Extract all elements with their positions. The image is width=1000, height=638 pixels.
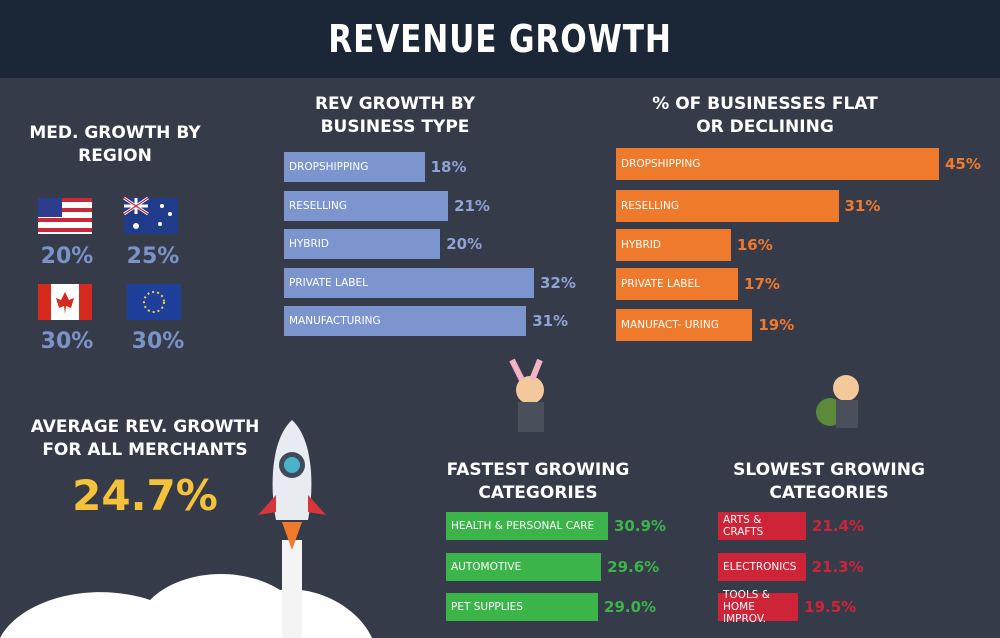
rocket-cloud [0, 420, 372, 638]
bar: MANUFACT- URING 19% [616, 309, 794, 341]
average-value: 24.7% [72, 471, 218, 520]
bar-label: MANUFACT- URING [621, 319, 719, 331]
value-label: 20% [446, 235, 483, 253]
header: REVENUE GROWTH [0, 0, 1000, 78]
value-label: 19.5% [804, 598, 857, 616]
value-label: 32% [540, 274, 576, 292]
value-label: 29.6% [607, 558, 660, 576]
bar-label: PRIVATE LABEL [289, 277, 368, 289]
region-value: 30% [40, 329, 94, 354]
value-label: 31% [532, 312, 569, 330]
bar-label: HEALTH & PERSONAL CARE [451, 520, 595, 532]
value-label: 21.3% [811, 558, 864, 576]
value-label: 29.0% [604, 598, 657, 616]
value-label: 31% [844, 197, 881, 215]
value-label: 18% [430, 158, 467, 176]
region-title: MED. GROWTH BY REGION [29, 123, 201, 166]
region-value: 30% [131, 329, 185, 354]
bar: MANUFACTURING 31% [284, 306, 568, 336]
bar: HYBRID 20% [284, 229, 482, 259]
bar-label: MANUFACTURING [289, 315, 381, 327]
runner-figures [509, 358, 859, 432]
value-label: 21% [454, 197, 490, 215]
bar-label: TOOLS & HOME IMPROV. [723, 589, 770, 625]
bar: ARTS & CRAFTS 21.4% [718, 512, 864, 540]
chart-title: REV GROWTH BY BUSINESS TYPE [314, 94, 476, 137]
value-label: 16% [736, 236, 773, 254]
bar-label: ARTS & CRAFTS [723, 514, 764, 538]
bar: HYBRID 16% [616, 229, 773, 261]
bar: TOOLS & HOME IMPROV. 19.5% [718, 589, 856, 625]
bar: AUTOMOTIVE 29.6% [446, 553, 659, 581]
bar: DROPSHIPPING 45% [616, 148, 981, 180]
bar-label: DROPSHIPPING [621, 158, 701, 170]
bar-label: HYBRID [289, 238, 329, 250]
value-label: 19% [758, 316, 795, 334]
page-title: REVENUE GROWTH [328, 17, 672, 61]
flags [38, 196, 181, 320]
value-label: 17% [744, 275, 780, 293]
bar-label: PET SUPPLIES [451, 601, 523, 613]
bar: DROPSHIPPING 18% [284, 152, 467, 182]
chart-title: FASTEST GROWING CATEGORIES [446, 460, 630, 503]
bar: ELECTRONICS 21.3% [718, 553, 864, 581]
bar-label: ELECTRONICS [723, 561, 797, 573]
region-value: 25% [126, 244, 180, 269]
bar-label: HYBRID [621, 239, 661, 251]
chart-title: % OF BUSINESSES FLAT OR DECLINING [652, 94, 878, 137]
region-value: 20% [40, 244, 94, 269]
bar: RESELLING 21% [284, 191, 490, 221]
bar-label: DROPSHIPPING [289, 161, 369, 173]
bar: RESELLING 31% [616, 190, 880, 222]
bar-label: RESELLING [289, 200, 348, 212]
bar-label: RESELLING [621, 200, 680, 212]
value-label: 21.4% [812, 517, 865, 535]
bar-label: PRIVATE LABEL [621, 278, 700, 290]
average-title: AVERAGE REV. GROWTH FOR ALL MERCHANTS [30, 417, 260, 460]
bar: PRIVATE LABEL 32% [284, 268, 576, 298]
value-label: 45% [945, 155, 981, 173]
bar: HEALTH & PERSONAL CARE 30.9% [446, 512, 666, 540]
chart-title: SLOWEST GROWING CATEGORIES [733, 460, 925, 503]
bar: PET SUPPLIES 29.0% [446, 593, 656, 621]
bar-label: AUTOMOTIVE [451, 561, 522, 573]
bar: PRIVATE LABEL 17% [616, 268, 780, 300]
value-label: 30.9% [614, 517, 667, 535]
